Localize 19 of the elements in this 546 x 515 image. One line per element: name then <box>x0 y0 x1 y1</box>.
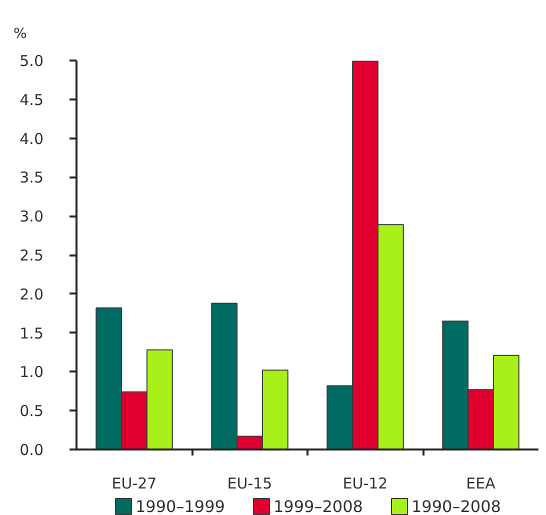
y-tick-label: 2.5 <box>20 246 44 264</box>
x-tick-label: EU-27 <box>112 474 157 492</box>
y-tick-label: 4.0 <box>20 130 44 148</box>
y-axis-title: % <box>14 26 27 42</box>
legend-label: 1999–2008 <box>274 497 363 515</box>
y-tick-label: 0.5 <box>20 402 44 420</box>
y-tick-label: 4.5 <box>20 90 44 109</box>
x-tick-label: EU-15 <box>227 474 272 492</box>
y-tick-label: 2.0 <box>20 285 44 304</box>
y-tick-label: 3.0 <box>20 208 44 226</box>
y-tick-label: 1.5 <box>20 324 44 342</box>
x-tick-label: EU-12 <box>342 474 388 492</box>
y-tick-label: 3.5 <box>20 168 44 187</box>
y-tick-label: 0.0 <box>20 441 44 459</box>
x-tick-label: EEA <box>466 474 496 492</box>
y-tick-label: 1.0 <box>20 363 44 382</box>
y-tick-label: 5.0 <box>20 52 44 70</box>
legend-label: 1990–2008 <box>412 497 501 515</box>
legend-label: 1990–1999 <box>136 497 225 515</box>
